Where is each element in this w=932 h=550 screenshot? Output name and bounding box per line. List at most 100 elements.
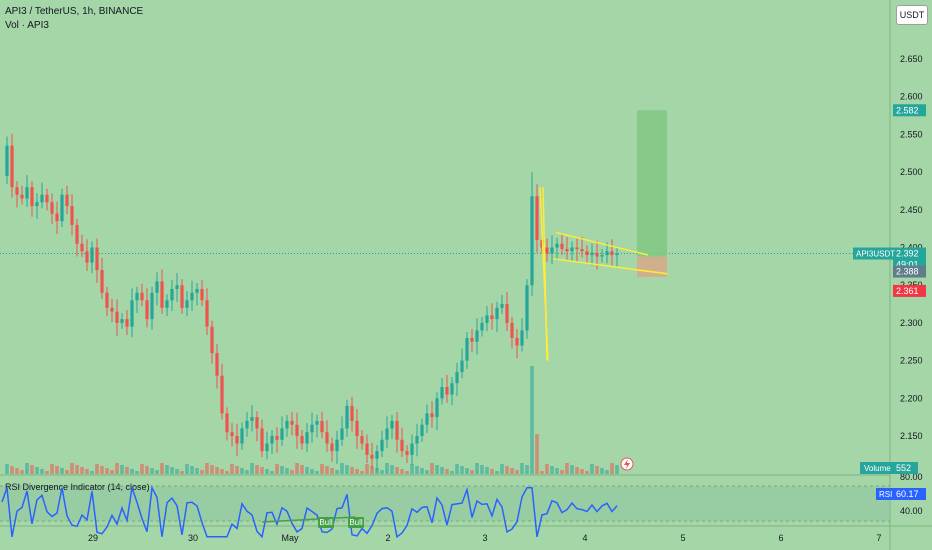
candle-body [340, 428, 344, 440]
volume-bar [520, 463, 524, 474]
candle-body [600, 255, 604, 257]
candle-body [475, 330, 479, 342]
volume-bar [590, 464, 594, 474]
volume-bar [120, 465, 124, 474]
volume-bar [20, 470, 24, 474]
candle-body [305, 432, 309, 444]
volume-bar [295, 463, 299, 474]
candle-body [210, 326, 214, 354]
volume-bar [420, 468, 424, 474]
flag-lower-line [552, 258, 669, 275]
volume-bar [535, 434, 539, 474]
stop-zone [637, 256, 667, 277]
currency-button[interactable]: USDT [896, 5, 928, 25]
volume-bar [105, 468, 109, 474]
symbol-price-tag-text: API3USDT [856, 250, 895, 259]
entry-price-label-text: 2.388 [896, 267, 919, 277]
rsi-title: RSI Divergence Indicator (14, close) [5, 482, 150, 492]
candle-body [60, 194, 64, 222]
candle-body [595, 252, 599, 257]
volume-bar [375, 468, 379, 474]
volume-bar [595, 466, 599, 474]
volume-bar [230, 464, 234, 474]
candle-body [450, 383, 454, 395]
candle-body [75, 224, 79, 244]
volume-bar [500, 464, 504, 474]
target-price-label-text: 2.582 [896, 105, 919, 115]
target-price-label [893, 104, 926, 117]
volume-bar [485, 467, 489, 474]
volume-bar [130, 469, 134, 474]
volume-bar [150, 468, 154, 474]
volume-bar [550, 466, 554, 474]
candle-body [460, 360, 464, 372]
volume-bar [265, 469, 269, 474]
stop-price-label-text: 2.361 [896, 286, 919, 296]
volume-bar [615, 465, 619, 474]
candle-body [515, 337, 519, 346]
candle-body [310, 424, 314, 433]
candle-body [585, 251, 589, 256]
candle-body [545, 247, 549, 254]
candle-body [160, 281, 164, 308]
candle-body [430, 413, 434, 418]
candle-body [345, 405, 349, 429]
rsi-line [1, 485, 618, 539]
candle-body [300, 436, 304, 444]
candle-body [605, 251, 609, 256]
volume-title: Vol · API3 [5, 20, 49, 31]
flag-pole-line-2 [542, 187, 548, 361]
volume-bar [100, 466, 104, 474]
stop-price-label [893, 284, 926, 297]
volume-bar [460, 466, 464, 474]
price-tick-label: 2.550 [900, 129, 923, 139]
volume-bar [545, 464, 549, 474]
volume-bar [350, 467, 354, 474]
candle-body [375, 451, 379, 459]
candle-body [525, 285, 529, 331]
candle-body [185, 300, 189, 308]
candle-body [385, 428, 389, 440]
volume-bar [50, 464, 54, 474]
volume-bar [40, 469, 44, 474]
volume-bar [415, 466, 419, 474]
candle-body [120, 319, 124, 323]
candle-body [230, 432, 234, 436]
volume-bar [505, 466, 509, 474]
candle-body [575, 247, 579, 250]
volume-bar [335, 470, 339, 474]
volume-bar [260, 467, 264, 474]
candle-body [470, 337, 474, 342]
time-tick-label: 2 [385, 533, 390, 543]
candle-body [260, 428, 264, 452]
time-tick-label: 4 [582, 533, 587, 543]
volume-bar [35, 467, 39, 474]
volume-bar [610, 463, 614, 474]
volume-name-tag [860, 462, 893, 474]
candle-body [100, 270, 104, 293]
candle-body [410, 443, 414, 455]
candle-body [360, 436, 364, 444]
candle-body [560, 243, 564, 250]
candle-body [435, 398, 439, 418]
time-tick-label: 3 [482, 533, 487, 543]
candle-body [10, 145, 14, 188]
candle-body [215, 353, 219, 376]
volume-bar [25, 463, 29, 474]
volume-bar [170, 467, 174, 474]
candle-body [180, 285, 184, 308]
volume-bar [495, 471, 499, 474]
candle-body [270, 436, 274, 444]
candle-body [135, 292, 139, 301]
countdown-label-text: 49:01 [896, 260, 919, 270]
volume-bar [140, 464, 144, 474]
candle-body [390, 420, 394, 429]
volume-bar [435, 465, 439, 474]
volume-bar [220, 469, 224, 474]
candle-body [90, 247, 94, 263]
candle-body [255, 417, 259, 429]
price-tick-label: 2.400 [900, 243, 923, 253]
volume-bar [160, 463, 164, 474]
